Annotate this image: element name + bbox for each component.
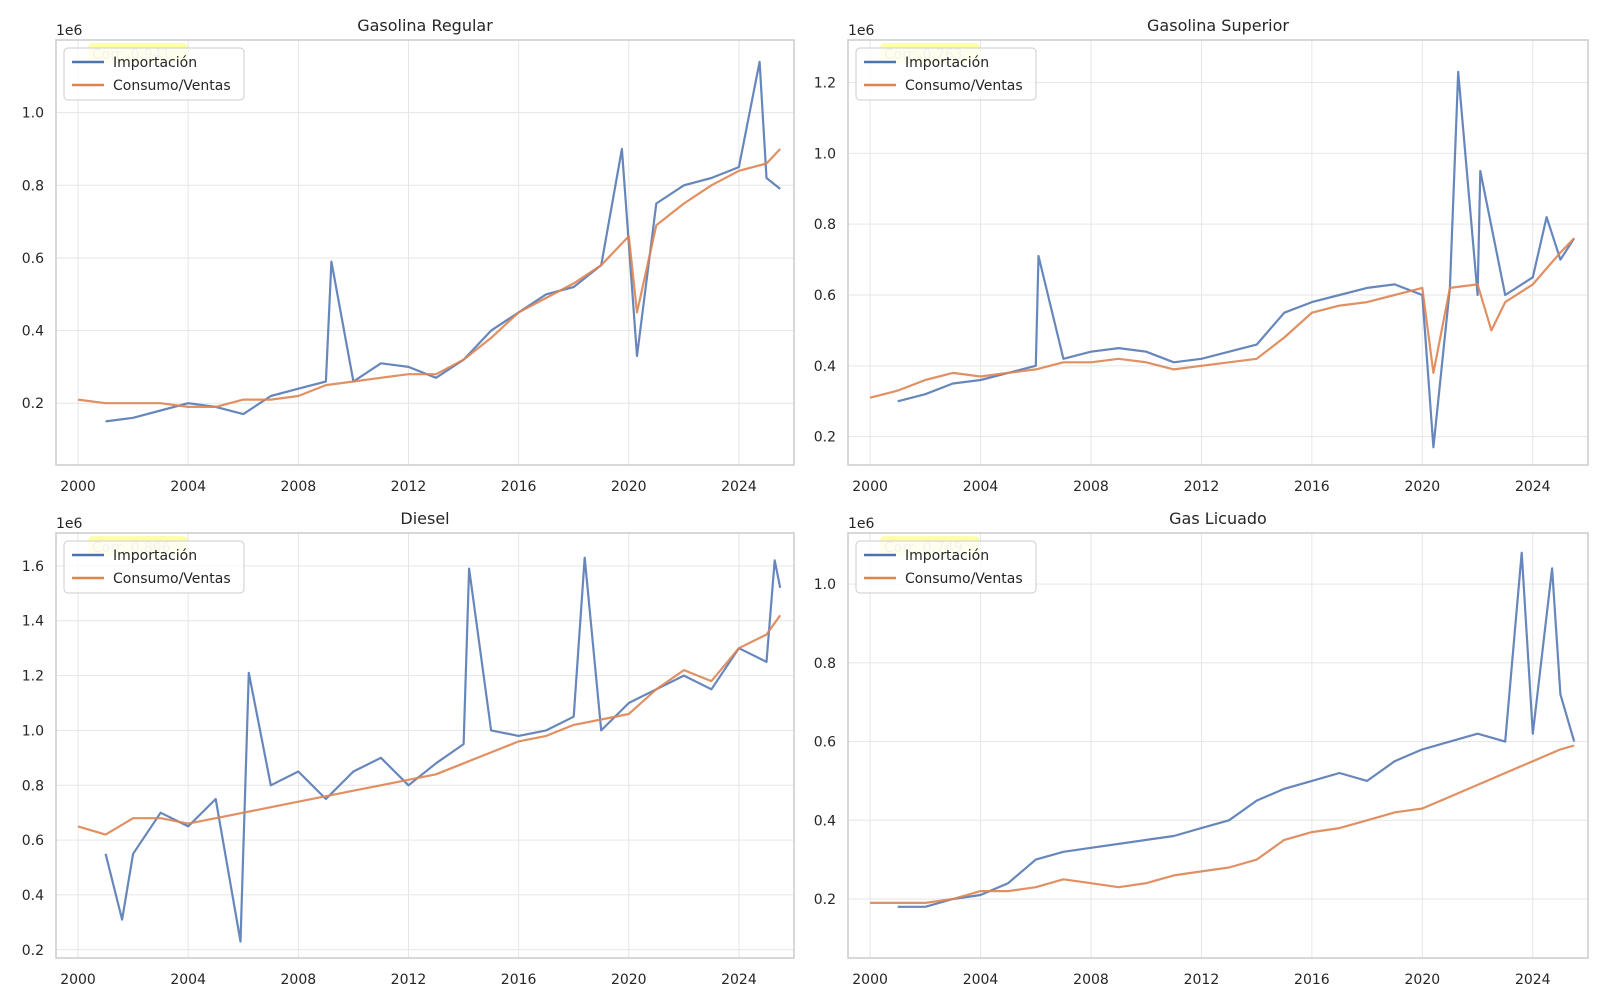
y-tick-label: 0.6 xyxy=(22,833,44,849)
y-tick-label: 0.6 xyxy=(22,251,44,267)
y-tick-label: 0.4 xyxy=(814,359,836,375)
x-tick-label: 2020 xyxy=(1405,479,1441,495)
x-tick-label: 2004 xyxy=(963,972,999,988)
y-tick-label: 1.4 xyxy=(22,614,44,630)
x-tick-label: 2024 xyxy=(1515,972,1551,988)
y-tick-label: 0.2 xyxy=(814,892,836,908)
x-tick-label: 2016 xyxy=(1294,479,1330,495)
x-tick-label: 2012 xyxy=(391,972,427,988)
legend-box xyxy=(63,540,245,594)
x-tick-label: 2024 xyxy=(1515,479,1551,495)
x-tick-label: 2008 xyxy=(281,479,317,495)
plot-frame xyxy=(847,532,1589,959)
legend-box xyxy=(855,540,1037,594)
legend-label: Consumo/Ventas xyxy=(905,78,1023,94)
x-tick-label: 2000 xyxy=(60,972,96,988)
y-tick-label: 0.2 xyxy=(22,943,44,959)
legend-label: Consumo/Ventas xyxy=(113,571,231,587)
y-tick-label: 0.4 xyxy=(22,888,44,904)
y-tick-label: 0.4 xyxy=(22,324,44,340)
plot-frame xyxy=(55,532,795,959)
y-tick-label: 0.2 xyxy=(814,430,836,446)
x-tick-label: 2004 xyxy=(170,479,206,495)
y-tick-label: 0.8 xyxy=(814,217,836,233)
y-tick-label: 0.6 xyxy=(814,735,836,751)
legend-label: Consumo/Ventas xyxy=(905,571,1023,587)
y-offset-label: 1e6 xyxy=(56,516,83,532)
legend-label: Importación xyxy=(113,548,197,564)
x-tick-label: 2012 xyxy=(1184,972,1220,988)
y-tick-label: 1.0 xyxy=(22,723,44,739)
y-tick-label: 1.2 xyxy=(22,669,44,685)
x-tick-label: 2008 xyxy=(281,972,317,988)
legend-box xyxy=(63,47,245,101)
legend-label: Importación xyxy=(113,55,197,71)
x-tick-label: 2000 xyxy=(852,479,888,495)
x-tick-label: 2008 xyxy=(1073,479,1109,495)
legend: Importación Consumo/Ventas xyxy=(63,540,245,594)
plot-area xyxy=(56,40,794,465)
y-tick-label: 0.6 xyxy=(814,288,836,304)
series-line-consumo-ventas xyxy=(77,614,782,836)
panel-gasolina-regular: 2000 2004 2008 2012 2016 2020 2024 0.2 0.4 0.6 0.8… xyxy=(22,16,795,495)
plot-frame xyxy=(55,39,795,466)
panel-title: Gasolina Superior xyxy=(1147,16,1289,35)
plot-area xyxy=(848,533,1588,958)
y-tick-label: 1.0 xyxy=(814,577,836,593)
panel-gasolina-superior: 2000 2004 2008 2012 2016 2020 2024 0.2 0.4 0.6 0.8… xyxy=(814,16,1589,495)
x-tick-label: 2016 xyxy=(1294,972,1330,988)
legend-label: Importación xyxy=(905,55,989,71)
y-tick-label: 1.6 xyxy=(22,559,44,575)
x-tick-label: 2016 xyxy=(501,479,537,495)
x-tick-label: 2000 xyxy=(60,479,96,495)
legend: Importación Consumo/Ventas xyxy=(855,47,1037,101)
x-tick-label: 2020 xyxy=(1405,972,1441,988)
x-tick-label: 2004 xyxy=(170,972,206,988)
y-tick-label: 0.4 xyxy=(814,813,836,829)
legend-label: Consumo/Ventas xyxy=(113,78,231,94)
plot-frame xyxy=(847,39,1589,466)
y-tick-label: 1.2 xyxy=(814,76,836,92)
x-tick-label: 2024 xyxy=(721,479,757,495)
y-tick-label: 1.0 xyxy=(22,106,44,122)
y-tick-label: 0.8 xyxy=(814,656,836,672)
series-line-importaci-n xyxy=(897,551,1576,908)
legend: Importación Consumo/Ventas xyxy=(855,540,1037,594)
series-line-importaci-n xyxy=(104,556,782,943)
x-tick-label: 2008 xyxy=(1073,972,1109,988)
y-offset-label: 1e6 xyxy=(848,23,875,39)
y-tick-label: 0.2 xyxy=(22,396,44,412)
y-tick-label: 1.0 xyxy=(814,146,836,162)
series-line-consumo-ventas xyxy=(869,237,1575,399)
legend-box xyxy=(855,47,1037,101)
legend-label: Importación xyxy=(905,548,989,564)
panel-title: Gasolina Regular xyxy=(357,16,493,35)
series-line-consumo-ventas xyxy=(870,744,1575,905)
x-tick-label: 2012 xyxy=(1184,479,1220,495)
y-offset-label: 1e6 xyxy=(56,23,83,39)
panel-title: Diesel xyxy=(400,509,449,528)
x-tick-label: 2020 xyxy=(611,972,647,988)
panel-gas-licuado: 2000 2004 2008 2012 2016 2020 2024 0.2 0.4 0.6 0.8… xyxy=(814,509,1589,988)
y-offset-label: 1e6 xyxy=(848,516,875,532)
plot-area xyxy=(848,40,1588,465)
y-tick-label: 0.8 xyxy=(22,178,44,194)
y-tick-label: 0.8 xyxy=(22,778,44,794)
x-tick-label: 2000 xyxy=(852,972,888,988)
x-tick-label: 2016 xyxy=(501,972,537,988)
x-tick-label: 2012 xyxy=(391,479,427,495)
x-tick-label: 2020 xyxy=(611,479,647,495)
x-tick-label: 2024 xyxy=(721,972,757,988)
plot-area xyxy=(56,533,794,958)
panel-diesel: 2000 2004 2008 2012 2016 2020 2024 0.2 0.4 0.6 0.8… xyxy=(22,509,795,988)
legend: Importación Consumo/Ventas xyxy=(63,47,245,101)
series-line-consumo-ventas xyxy=(77,148,781,408)
panel-title: Gas Licuado xyxy=(1169,509,1267,528)
x-tick-label: 2004 xyxy=(963,479,999,495)
series-line-importaci-n xyxy=(897,70,1576,449)
